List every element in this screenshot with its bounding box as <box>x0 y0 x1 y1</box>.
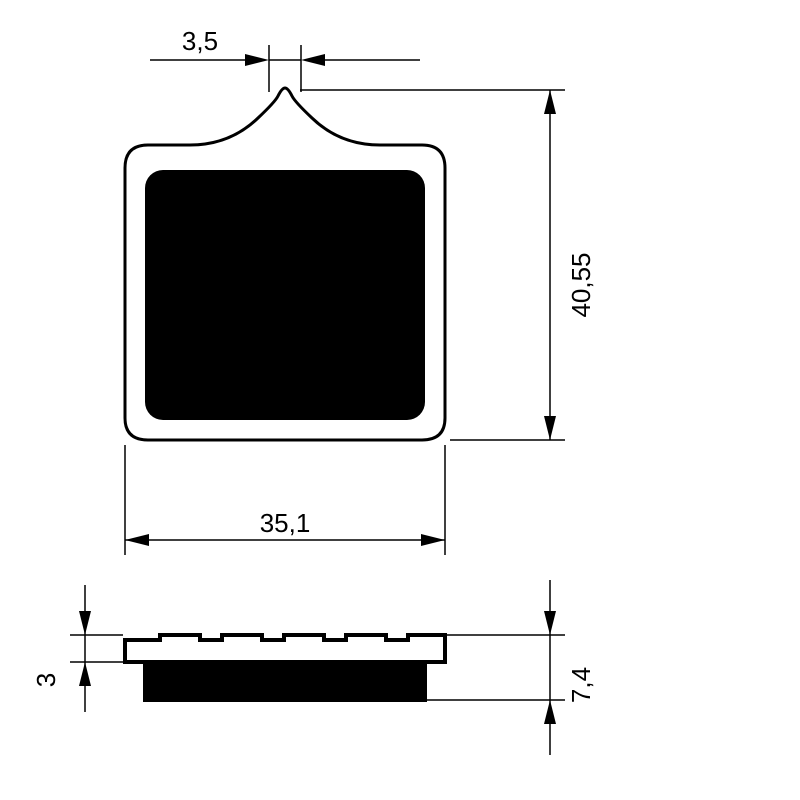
technical-drawing: 3,5 40,55 35,1 <box>0 0 800 800</box>
friction-pad-face <box>145 170 425 420</box>
arrowhead <box>544 416 556 440</box>
side-view <box>125 635 445 700</box>
arrowhead <box>79 611 91 635</box>
arrowhead <box>79 662 91 686</box>
dim-plate-thickness: 3 <box>31 585 123 712</box>
dim-total-thickness: 7,4 <box>427 580 596 755</box>
arrowhead <box>544 611 556 635</box>
dim-width: 35,1 <box>125 445 445 555</box>
arrowhead <box>125 534 149 546</box>
side-friction-pad <box>145 662 425 700</box>
arrowhead <box>421 534 445 546</box>
arrowhead <box>245 54 269 66</box>
front-view <box>125 88 445 440</box>
dim-width-label: 35,1 <box>260 508 311 538</box>
arrowhead <box>544 700 556 724</box>
dim-height-label: 40,55 <box>566 252 596 317</box>
dim-plate-label: 3 <box>31 673 61 687</box>
dim-nub-width-label: 3,5 <box>182 26 218 56</box>
arrowhead <box>544 90 556 114</box>
arrowhead <box>301 54 325 66</box>
dim-nub-width: 3,5 <box>150 26 420 92</box>
side-backing-plate <box>125 635 445 662</box>
dim-total-label: 7,4 <box>566 667 596 703</box>
